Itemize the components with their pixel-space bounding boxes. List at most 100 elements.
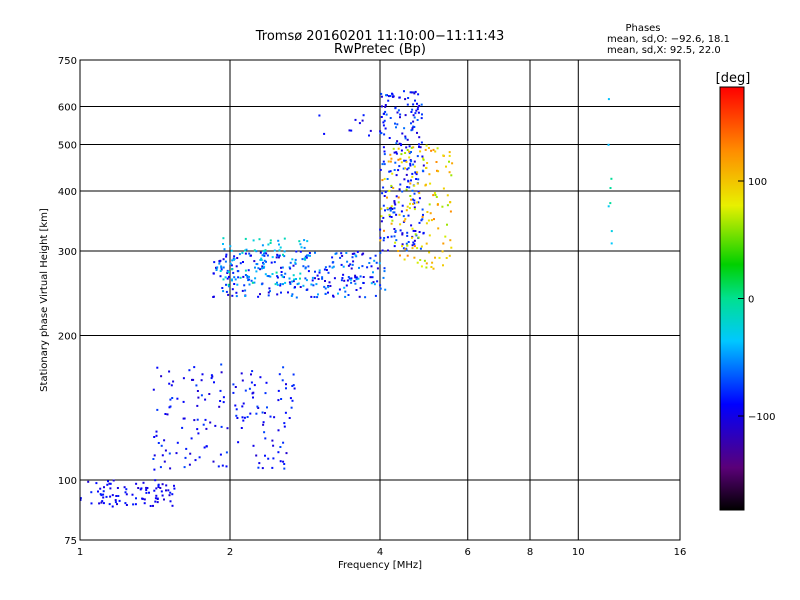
data-point bbox=[233, 283, 236, 285]
data-point bbox=[253, 281, 256, 284]
y-tick-label: 200 bbox=[58, 332, 77, 343]
data-point bbox=[269, 239, 272, 242]
data-point bbox=[450, 246, 453, 249]
data-point bbox=[111, 494, 114, 497]
data-point bbox=[370, 265, 373, 268]
data-point bbox=[422, 158, 425, 161]
data-point bbox=[393, 228, 396, 230]
data-point bbox=[233, 276, 236, 279]
data-point bbox=[609, 187, 612, 189]
data-point bbox=[291, 399, 294, 402]
data-point bbox=[390, 157, 393, 160]
data-point bbox=[225, 253, 228, 256]
data-point bbox=[226, 272, 229, 274]
data-point bbox=[396, 111, 399, 114]
data-point bbox=[212, 295, 215, 298]
data-point bbox=[442, 187, 445, 190]
data-point bbox=[101, 500, 104, 503]
data-point bbox=[428, 203, 431, 206]
data-point bbox=[331, 256, 334, 259]
data-point bbox=[271, 439, 274, 442]
data-point bbox=[225, 255, 228, 258]
data-point bbox=[155, 494, 158, 497]
data-point bbox=[153, 454, 156, 457]
data-point bbox=[401, 204, 404, 207]
data-point bbox=[349, 263, 352, 266]
x-tick-label: 8 bbox=[527, 547, 533, 558]
data-point bbox=[420, 219, 423, 222]
data-point bbox=[140, 487, 143, 490]
data-point bbox=[153, 468, 156, 471]
data-point bbox=[98, 502, 101, 505]
data-point bbox=[393, 207, 396, 210]
data-point bbox=[405, 242, 408, 245]
data-point bbox=[345, 284, 348, 287]
data-point bbox=[383, 119, 386, 122]
data-point bbox=[135, 497, 137, 500]
data-point bbox=[448, 160, 450, 163]
data-point bbox=[267, 457, 270, 460]
data-point bbox=[415, 109, 418, 112]
data-point bbox=[425, 144, 428, 147]
plot-frame bbox=[79, 59, 681, 541]
data-point bbox=[114, 499, 117, 502]
data-point bbox=[315, 283, 318, 286]
data-point bbox=[400, 153, 403, 156]
data-point bbox=[234, 278, 237, 281]
data-point bbox=[299, 243, 302, 246]
data-point bbox=[181, 426, 184, 429]
data-point bbox=[433, 192, 436, 194]
data-point bbox=[283, 276, 285, 279]
data-point bbox=[252, 396, 254, 399]
data-point bbox=[410, 122, 412, 125]
data-point bbox=[183, 417, 186, 420]
data-point bbox=[359, 287, 362, 290]
data-point bbox=[448, 151, 451, 154]
data-point bbox=[390, 186, 393, 188]
x-tick-label: 16 bbox=[674, 547, 687, 558]
data-point bbox=[321, 277, 324, 280]
data-point bbox=[406, 138, 409, 141]
data-point bbox=[292, 274, 295, 277]
data-point bbox=[436, 147, 439, 150]
data-point bbox=[387, 249, 389, 252]
data-point bbox=[425, 222, 428, 225]
data-point bbox=[304, 267, 307, 270]
data-point bbox=[356, 250, 359, 253]
data-point bbox=[164, 413, 167, 415]
data-point bbox=[415, 234, 418, 237]
data-point bbox=[420, 117, 423, 120]
data-point bbox=[411, 247, 414, 250]
data-point bbox=[403, 127, 406, 130]
data-point bbox=[258, 238, 261, 241]
data-point bbox=[200, 379, 203, 382]
data-point bbox=[276, 281, 278, 284]
data-point bbox=[417, 190, 420, 193]
data-point bbox=[404, 248, 407, 251]
data-point bbox=[409, 164, 412, 167]
data-point bbox=[400, 161, 403, 164]
data-point bbox=[411, 236, 413, 239]
data-point bbox=[388, 95, 390, 98]
data-point bbox=[137, 487, 140, 489]
data-point bbox=[262, 423, 265, 426]
data-point bbox=[255, 454, 258, 457]
data-point bbox=[160, 490, 163, 493]
data-point bbox=[383, 229, 385, 232]
x-tick-label: 1 bbox=[77, 547, 83, 558]
data-point bbox=[299, 272, 302, 275]
data-point bbox=[430, 266, 433, 268]
data-point bbox=[392, 211, 395, 214]
data-point bbox=[159, 466, 162, 469]
data-point bbox=[173, 484, 175, 487]
data-point bbox=[419, 247, 422, 250]
data-point bbox=[306, 240, 309, 243]
data-point bbox=[152, 504, 154, 507]
data-point bbox=[390, 184, 393, 187]
data-point bbox=[394, 122, 396, 125]
data-point bbox=[432, 148, 435, 151]
data-point bbox=[237, 276, 240, 279]
data-point bbox=[272, 457, 275, 460]
data-point bbox=[202, 423, 205, 426]
